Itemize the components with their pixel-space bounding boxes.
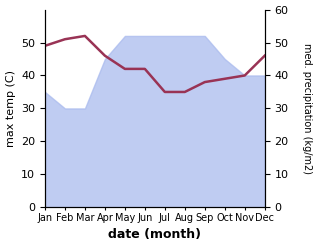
X-axis label: date (month): date (month)	[108, 228, 201, 242]
Y-axis label: max temp (C): max temp (C)	[5, 70, 16, 147]
Y-axis label: med. precipitation (kg/m2): med. precipitation (kg/m2)	[302, 43, 313, 174]
